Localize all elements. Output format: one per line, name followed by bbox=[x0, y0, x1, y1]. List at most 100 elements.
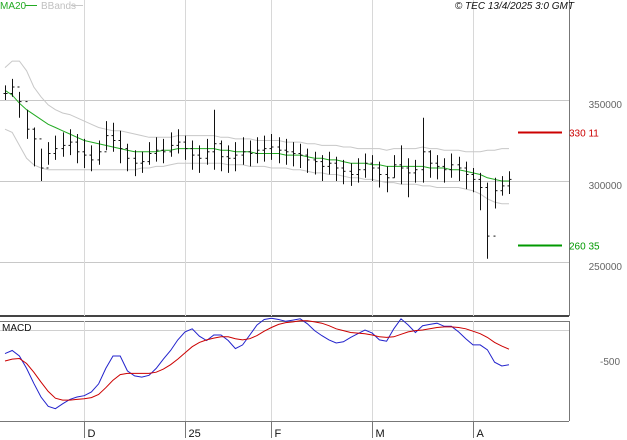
ohlc-bar bbox=[507, 171, 512, 194]
ohlc-bar bbox=[305, 148, 310, 173]
ohlc-bar bbox=[205, 138, 210, 165]
macd-y-tick-label: -500 bbox=[600, 357, 620, 368]
ohlc-bar bbox=[442, 158, 447, 183]
ohlc-bar bbox=[39, 138, 44, 181]
ohlc-bar bbox=[68, 129, 73, 156]
macd-title: MACD bbox=[2, 323, 31, 334]
ohlc-bar bbox=[176, 129, 181, 154]
ohlc-bar bbox=[478, 172, 483, 211]
ohlc-bar bbox=[421, 117, 426, 183]
ohlc-bar bbox=[334, 156, 339, 181]
ohlc-bar bbox=[169, 132, 174, 157]
ohlc-bar bbox=[82, 138, 87, 168]
ohlc-bar bbox=[183, 135, 188, 160]
ohlc-bar bbox=[449, 153, 454, 178]
ohlc-bar bbox=[61, 132, 66, 157]
ohlc-bar bbox=[399, 145, 404, 185]
ohlc-bar bbox=[464, 161, 469, 190]
ohlc-bar bbox=[471, 168, 476, 193]
x-tick-label: F bbox=[275, 428, 282, 440]
ohlc-bar bbox=[327, 151, 332, 175]
ohlc-bar bbox=[377, 161, 382, 188]
resistance-level-label: 330 11 bbox=[569, 129, 599, 140]
ohlc-bar bbox=[226, 145, 231, 173]
ohlc-bar bbox=[262, 135, 267, 162]
bbands-legend-label: BBands bbox=[41, 1, 76, 12]
macd-lines bbox=[4, 317, 510, 410]
x-tick-label: M bbox=[376, 428, 385, 440]
ohlc-bar bbox=[133, 150, 138, 177]
ohlc-bar bbox=[413, 159, 418, 183]
ohlc-bar bbox=[75, 134, 80, 164]
signal-line bbox=[4, 320, 510, 401]
y-tick-label: 300000 bbox=[589, 181, 623, 192]
ohlc-bar bbox=[298, 143, 303, 168]
ohlc-bar bbox=[32, 127, 37, 167]
y-tick-label: 350000 bbox=[589, 100, 623, 111]
ohlc-bar bbox=[255, 137, 260, 164]
ohlc-bar bbox=[89, 145, 94, 172]
y-tick-labels: 350000 300000 250000 -500 bbox=[589, 100, 623, 368]
ohlc-bar bbox=[457, 156, 462, 181]
bb-lower-line bbox=[4, 128, 509, 205]
ma20-line bbox=[4, 89, 509, 182]
ohlc-bar bbox=[97, 140, 102, 165]
ohlc-bar bbox=[363, 153, 368, 178]
ohlc-bar bbox=[190, 140, 195, 170]
ohlc-bar bbox=[341, 159, 346, 185]
price-gridlines bbox=[0, 100, 569, 331]
ohlc-bar bbox=[349, 163, 354, 186]
ohlc-bar bbox=[10, 78, 15, 97]
ohlc-bar bbox=[313, 151, 318, 175]
ohlc-bar bbox=[291, 142, 296, 167]
support-level-label: 260 35 bbox=[569, 242, 600, 253]
ohlc-bar bbox=[46, 142, 51, 169]
ohlc-bar bbox=[241, 137, 246, 165]
ohlc-bar bbox=[161, 138, 166, 164]
x-tick-label: A bbox=[477, 428, 485, 440]
ohlc-bar bbox=[248, 140, 253, 167]
ohlc-bar bbox=[140, 151, 145, 173]
ohlc-bar bbox=[269, 134, 274, 160]
ohlc-bar bbox=[320, 155, 325, 181]
ohlc-bar bbox=[147, 142, 152, 165]
ohlc-bar bbox=[500, 176, 505, 196]
ohlc-bar bbox=[111, 122, 116, 152]
ohlc-bar bbox=[370, 155, 375, 181]
x-tick-label: D bbox=[88, 428, 96, 440]
ohlc-bar bbox=[197, 145, 202, 173]
ohlc-bar bbox=[406, 158, 411, 198]
price-levels: 330 11 260 35 bbox=[518, 129, 600, 253]
ohlc-bar bbox=[284, 138, 289, 165]
bollinger-bands bbox=[4, 60, 509, 205]
ohlc-bar bbox=[435, 155, 440, 180]
ohlc-bar bbox=[104, 121, 109, 153]
ma20-legend-label: MA20 bbox=[0, 1, 27, 12]
ma20-layer bbox=[4, 89, 509, 182]
ohlc-bar bbox=[154, 137, 159, 162]
ohlc-bar bbox=[125, 143, 130, 172]
ohlc-bar bbox=[219, 140, 224, 172]
ohlc-bar bbox=[53, 135, 58, 160]
copyright-text: © TEC 13/4/2025 3:0 GMT bbox=[455, 1, 575, 12]
x-tick-labels: D 25 F M A bbox=[88, 428, 485, 440]
ohlc-bar bbox=[233, 142, 238, 172]
ohlc-bar bbox=[428, 150, 433, 178]
ohlc-bar bbox=[212, 109, 217, 170]
x-gridlines bbox=[84, 0, 474, 438]
ohlc-bar bbox=[118, 130, 123, 164]
ohlc-bars bbox=[3, 78, 512, 259]
ohlc-bar bbox=[17, 86, 22, 118]
ohlc-bar bbox=[277, 137, 282, 164]
x-tick-label: 25 bbox=[189, 428, 201, 440]
y-tick-label: 250000 bbox=[589, 262, 623, 273]
ohlc-bar bbox=[485, 182, 490, 259]
ohlc-bar bbox=[3, 85, 8, 100]
ohlc-bar bbox=[385, 166, 390, 193]
ohlc-bar bbox=[392, 155, 397, 179]
ohlc-bar bbox=[356, 158, 361, 183]
ohlc-bar bbox=[25, 101, 30, 139]
ohlc-bar bbox=[493, 177, 498, 237]
macd-line bbox=[4, 317, 510, 410]
